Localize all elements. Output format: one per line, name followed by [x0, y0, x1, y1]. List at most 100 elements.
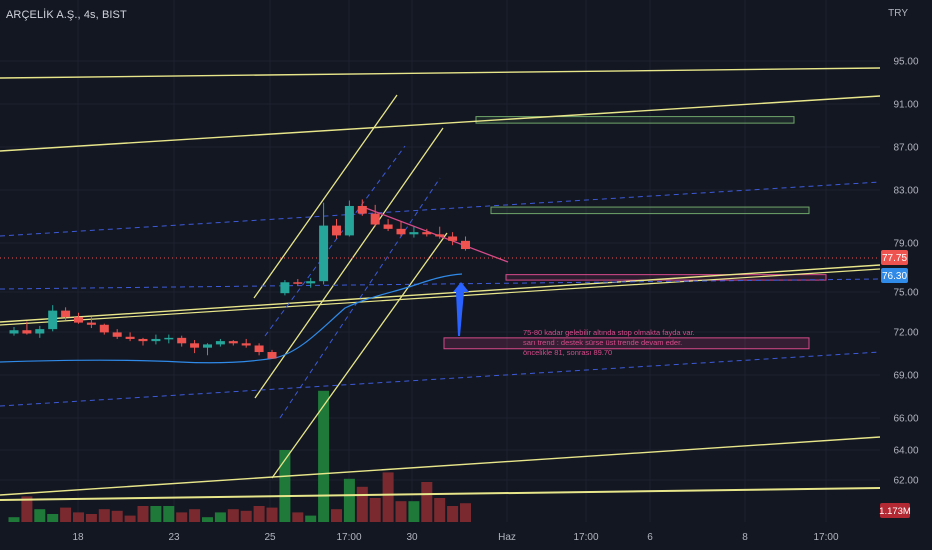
- channel-upper: [253, 94, 398, 299]
- candle-body: [396, 228, 406, 235]
- price-tick: 83.00: [893, 186, 918, 197]
- time-tick: Haz: [498, 532, 516, 543]
- volume-bar: [85, 514, 97, 522]
- candle-body: [435, 234, 445, 237]
- price-tick: 79.00: [893, 239, 918, 250]
- candlesticks: [9, 199, 470, 359]
- moving-average-line: [0, 273, 463, 364]
- price-tick: 91.00: [893, 100, 918, 111]
- zone-resistance-2: [490, 206, 810, 215]
- last-price-label: 77.75: [881, 250, 908, 265]
- volume-bar: [214, 512, 226, 522]
- price-tick: 66.00: [893, 414, 918, 425]
- price-tick: 95.00: [893, 57, 918, 68]
- volume-bar: [292, 512, 304, 522]
- annotation-line-1: 75-80 kadar gelebilir altında stop olmak…: [523, 328, 695, 337]
- volume-bar: [356, 486, 368, 522]
- candle-body: [138, 338, 148, 342]
- zone-boxes: [443, 116, 827, 350]
- price-tick: 87.00: [893, 143, 918, 154]
- dashed-channel-1: [264, 145, 406, 337]
- price-tick: 64.00: [893, 446, 918, 457]
- volume-bar: [434, 498, 446, 522]
- candle-body: [293, 282, 303, 284]
- time-tick: 23: [168, 532, 180, 543]
- symbol-title[interactable]: ARÇELİK A.Ş., 4s, BIST: [6, 9, 127, 21]
- volume-bar: [382, 472, 394, 522]
- trendline-mid-1: [0, 264, 881, 323]
- volume-bar: [60, 507, 72, 522]
- volume-bar: [98, 509, 110, 522]
- candle-body: [61, 310, 71, 318]
- candle-body: [383, 224, 393, 229]
- volume-bar: [369, 498, 381, 522]
- candle-body: [22, 330, 32, 334]
- candle-body: [241, 343, 251, 346]
- volume-bar: [34, 509, 46, 522]
- candle-body: [332, 225, 341, 236]
- trendline-low-2: [0, 487, 881, 501]
- volume-bars: [8, 390, 471, 522]
- candle-body: [422, 232, 432, 235]
- zone-resistance-1: [475, 116, 795, 124]
- trendline-upper: [0, 95, 881, 152]
- candle-body: [99, 324, 109, 333]
- dashed-long-3: [0, 351, 881, 407]
- time-tick: 25: [264, 532, 276, 543]
- candle-body: [177, 337, 187, 344]
- volume-bar: [8, 517, 20, 522]
- candle-body: [461, 240, 470, 250]
- volume-bar: [47, 514, 59, 522]
- volume-bar: [408, 501, 420, 522]
- candle-body: [409, 232, 419, 235]
- volume-bar: [150, 506, 162, 522]
- volume-bar: [421, 482, 433, 522]
- volume-bar: [227, 509, 239, 522]
- volume-bar: [73, 512, 84, 522]
- trendline-low-1: [0, 436, 881, 496]
- price-tick: 62.00: [893, 476, 918, 487]
- volume-bar: [111, 510, 123, 522]
- trendline-top: [0, 67, 881, 79]
- candle-body: [9, 330, 19, 334]
- candle-body: [448, 236, 458, 241]
- candle-body: [215, 341, 225, 345]
- candle-body: [35, 329, 45, 334]
- candle-body: [48, 310, 58, 330]
- candle-body: [112, 332, 122, 337]
- candle-body: [228, 341, 238, 344]
- price-tick: 69.00: [893, 371, 918, 382]
- trend-drawings: [0, 67, 881, 501]
- volume-bar: [343, 478, 355, 522]
- dashed-long-2: [0, 278, 881, 290]
- volume-bar: [202, 517, 213, 522]
- candle-body: [280, 282, 290, 294]
- time-tick: 8: [742, 532, 748, 543]
- channel-lower: [271, 232, 448, 479]
- candle-body: [203, 344, 212, 348]
- volume-bar: [460, 503, 471, 522]
- price-tick: 72.00: [893, 328, 918, 339]
- volume-bar: [124, 515, 136, 522]
- trendline-mid-2: [0, 268, 881, 326]
- volume-bar: [331, 509, 342, 522]
- ma-price-text: 76.30: [882, 271, 907, 282]
- time-tick: 18: [72, 532, 84, 543]
- candle-body: [357, 205, 367, 214]
- volume-bar: [318, 390, 330, 522]
- zone-support-2: [443, 337, 810, 350]
- volume-label: 1.173M: [879, 503, 911, 518]
- volume-label-text: 1.173M: [879, 506, 911, 517]
- annotation-text: 75-80 kadar gelebilir altında stop olmak…: [523, 328, 695, 357]
- candle-body: [125, 336, 135, 339]
- time-axis[interactable]: 18 23 25 17:00 30 Haz 17:00 6 8 17:00: [0, 524, 880, 550]
- price-tick: 75.00: [893, 288, 918, 299]
- candle-body: [86, 322, 96, 325]
- volume-bar: [176, 512, 188, 522]
- volume-bar: [395, 501, 407, 522]
- annotation-line-2: sarı trend : destek sürse üst trende dev…: [523, 338, 682, 347]
- time-tick: 17:00: [573, 532, 598, 543]
- dashed-channel-2: [279, 177, 441, 419]
- ma-price-label: 76.30: [881, 268, 908, 283]
